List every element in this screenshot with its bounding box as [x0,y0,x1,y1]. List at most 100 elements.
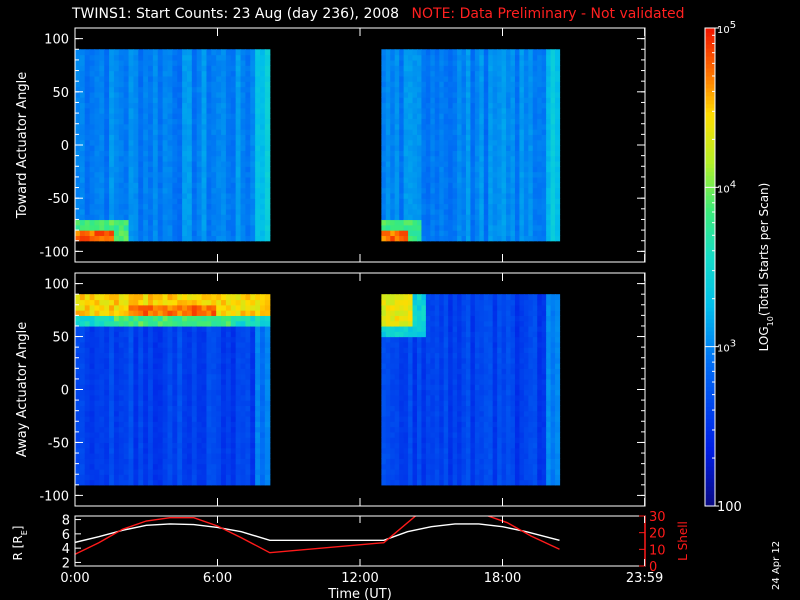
heatmap-cell [541,214,547,221]
heatmap-cell [230,49,237,56]
heatmap-cell [385,331,391,338]
heatmap-cell [211,59,217,66]
heatmap-cell [162,394,169,401]
heatmap-cell [162,400,169,406]
heatmap-cell [138,458,144,465]
heatmap-cell [79,70,86,77]
heatmap-cell [84,155,91,162]
heatmap-cell [99,107,105,114]
heatmap-cell [211,320,217,327]
heatmap-cell [497,224,503,231]
heatmap-cell [523,113,529,120]
heatmap-cell [118,394,125,401]
heatmap-cell [186,341,193,348]
heatmap-cell [109,145,115,151]
heatmap-cell [408,182,414,189]
heatmap-cell [255,49,261,56]
heatmap-cell [250,145,256,151]
heatmap-cell [555,182,561,189]
heatmap-cell [394,341,400,348]
heatmap-cell [104,442,110,449]
heatmap-cell [99,102,105,109]
heatmap-cell [211,347,217,354]
heatmap-cell [89,426,96,433]
heatmap-cell [143,54,149,61]
heatmap-cell [186,208,193,215]
heatmap-cell [216,400,222,406]
heatmap-cell [479,113,485,120]
heatmap-cell [201,129,208,135]
heatmap-cell [230,341,237,348]
heatmap-cell [191,235,198,242]
heatmap-cell [250,410,256,417]
heatmap-cell [157,49,164,56]
heatmap-cell [412,389,418,396]
heatmap-cell [519,70,525,77]
heatmap-cell [162,463,169,470]
heatmap-cell [191,325,198,332]
heatmap-cell [157,102,164,109]
heatmap-cell [448,171,454,178]
heatmap-cell [99,331,105,338]
heatmap-cell [385,336,391,343]
heatmap-cell [235,352,242,359]
heatmap-cell [196,394,203,401]
heatmap-cell [230,166,237,173]
heatmap-cell [186,91,193,98]
heatmap-cell [182,75,188,82]
heatmap-cell [546,187,552,194]
heatmap-cell [421,341,427,348]
heatmap-cell [385,219,391,226]
heatmap-cell [191,410,198,417]
heatmap-cell [172,437,178,444]
heatmap-cell [439,368,445,375]
heatmap-cell [186,97,193,104]
heatmap-cell [118,352,125,359]
heatmap-cell [79,65,86,72]
heatmap-cell [221,102,227,109]
heatmap-cell [264,219,271,226]
heatmap-cell [230,426,237,433]
heatmap-cell [448,155,454,162]
heatmap-cell [79,368,86,375]
heatmap-cell [448,219,454,226]
heatmap-cell [425,331,431,338]
heatmap-cell [84,426,91,433]
heatmap-cell [425,176,431,183]
heatmap-cell [497,176,503,183]
heatmap-cell [390,304,396,311]
heatmap-cell [152,224,159,231]
heatmap-cell [206,139,212,146]
heatmap-cell [148,187,154,194]
heatmap-cell [143,400,149,406]
heatmap-cell [417,378,423,385]
heatmap-cell [152,155,159,162]
heatmap-cell [191,352,198,359]
heatmap-cell [470,176,476,183]
heatmap-cell [211,155,217,162]
heatmap-cell [240,421,247,428]
heatmap-cell [260,468,266,475]
heatmap-cell [394,347,400,354]
heatmap-cell [452,214,458,221]
heatmap-cell [172,394,178,401]
heatmap-cell [186,139,193,146]
heatmap-cell [417,123,423,130]
heatmap-cell [216,352,222,359]
heatmap-cell [172,75,178,82]
heatmap-cell [461,198,467,205]
heatmap-cell [182,49,188,56]
heatmap-cell [501,224,507,231]
heatmap-cell [448,59,454,66]
heatmap-cell [230,458,237,465]
heatmap-cell [245,129,251,135]
heatmap-cell [457,230,463,237]
heatmap-cell [206,59,212,66]
heatmap-cell [390,97,396,104]
heatmap-cell [264,431,271,438]
heatmap-cell [221,373,227,380]
heatmap-cell [143,421,149,428]
heatmap-cell [425,107,431,114]
heatmap-cell [457,166,463,173]
heatmap-cell [211,431,217,438]
